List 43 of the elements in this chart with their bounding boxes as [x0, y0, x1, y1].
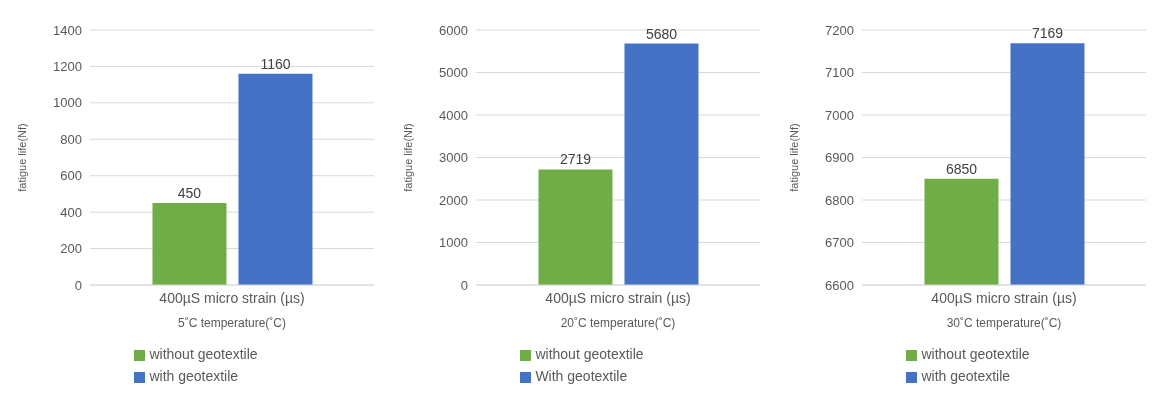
y-tick-label: 2000 — [439, 192, 468, 208]
y-tick-label: 6600 — [825, 277, 854, 293]
legend-label: without geotextile — [921, 346, 1030, 362]
y-tick-label: 7200 — [825, 22, 854, 38]
legend-label: with geotextile — [149, 368, 239, 384]
y-tick-label: 1200 — [53, 59, 82, 75]
x-tick-label: 400µS micro strain (µs) — [545, 289, 691, 306]
y-tick-label: 1000 — [439, 235, 468, 251]
y-tick-label: 6000 — [439, 22, 468, 38]
x-axis-title: 20˚C temperature(˚C) — [560, 316, 676, 330]
x-axis-title: 30˚C temperature(˚C) — [946, 316, 1062, 330]
y-tick-label: 6800 — [825, 192, 854, 208]
data-label: 7169 — [1031, 25, 1064, 42]
data-label: 450 — [177, 185, 202, 202]
y-tick-label: 7000 — [825, 107, 854, 123]
legend-label: with geotextile — [921, 368, 1011, 384]
legend-label: without geotextile — [149, 346, 258, 362]
y-tick-label: 3000 — [439, 150, 468, 166]
y-tick-label: 600 — [60, 168, 82, 184]
y-tick-label: 800 — [60, 131, 82, 147]
y-axis-title: fatigue life(Nf) — [787, 123, 800, 192]
y-tick-label: 200 — [60, 241, 82, 257]
y-tick-label: 1000 — [53, 95, 82, 111]
legend-label: without geotextile — [535, 346, 644, 362]
x-tick-label: 400µS micro strain (µs) — [159, 289, 305, 306]
y-tick-label: 7100 — [825, 65, 854, 81]
y-axis-title: fatigue life(Nf) — [15, 123, 28, 192]
y-tick-label: 6700 — [825, 235, 854, 251]
y-axis-title: fatigue life(Nf) — [401, 123, 414, 192]
y-tick-label: 4000 — [439, 107, 468, 123]
data-label: 6850 — [945, 160, 978, 177]
x-axis-title: 5˚C temperature(˚C) — [177, 316, 287, 330]
y-tick-label: 0 — [460, 277, 468, 293]
x-tick-label: 400µS micro strain (µs) — [931, 289, 1077, 306]
y-tick-label: 5000 — [439, 65, 468, 81]
y-tick-label: 0 — [74, 277, 82, 293]
data-label: 5680 — [645, 25, 678, 42]
legend-label: With geotextile — [535, 368, 628, 384]
y-tick-label: 6900 — [825, 150, 854, 166]
data-label: 1160 — [260, 55, 291, 72]
y-tick-label: 400 — [60, 204, 82, 220]
data-label: 2719 — [559, 151, 592, 168]
y-tick-label: 1400 — [53, 22, 82, 38]
